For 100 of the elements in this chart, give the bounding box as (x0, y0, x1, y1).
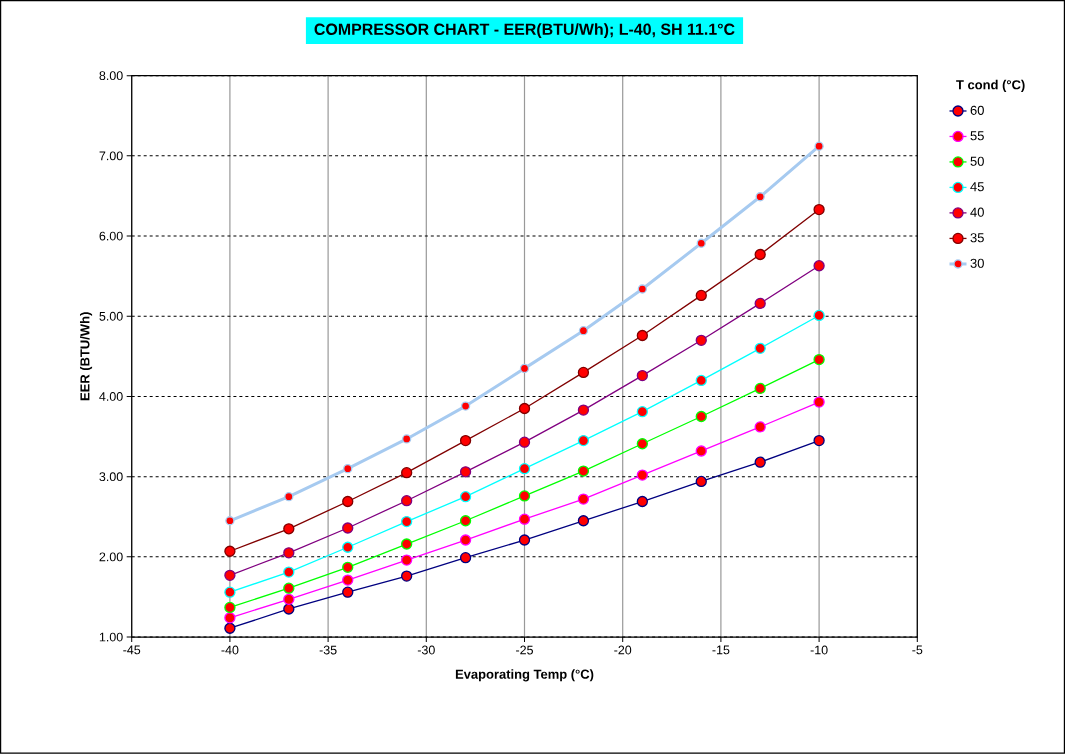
legend-label: 45 (970, 182, 984, 192)
point (459, 491, 472, 503)
point (342, 561, 354, 574)
point (755, 192, 765, 202)
point (283, 603, 295, 615)
legend-label: 50 (970, 156, 984, 166)
point (283, 547, 295, 559)
x-axis-title: Evaporating Temp (°C) (455, 669, 594, 682)
point (754, 248, 766, 261)
point (636, 329, 648, 342)
point (696, 238, 706, 249)
point (577, 515, 590, 527)
x-tick-label: -15 (712, 645, 730, 655)
point (224, 545, 236, 558)
y-tick-label: 7.00 (99, 151, 123, 161)
y-tick-label: 3.00 (99, 472, 123, 482)
x-tick-label: -30 (417, 645, 435, 655)
point (459, 515, 472, 527)
legend-label: 55 (970, 131, 984, 141)
point (813, 435, 825, 447)
point (283, 582, 295, 594)
x-tick-label: -35 (319, 645, 337, 655)
x-tick-label: -40 (221, 645, 239, 655)
point (518, 463, 531, 475)
x-tick-label: -25 (516, 645, 533, 655)
legend-label: 40 (970, 207, 984, 217)
point (518, 436, 531, 448)
point (401, 570, 413, 582)
point (342, 574, 354, 586)
point (695, 445, 707, 457)
point (283, 593, 295, 606)
point (401, 495, 413, 507)
point (754, 342, 766, 355)
point (636, 438, 648, 450)
point (402, 434, 412, 444)
point (636, 495, 648, 508)
point (401, 467, 413, 479)
point (813, 204, 825, 216)
point (342, 522, 354, 534)
point (518, 402, 531, 415)
point (754, 382, 766, 395)
point (224, 622, 236, 635)
point (343, 464, 353, 474)
y-tick-label: 1.00 (99, 632, 123, 642)
point (342, 495, 354, 508)
point (695, 289, 707, 302)
point (283, 566, 295, 578)
point (813, 260, 825, 272)
point (814, 141, 824, 151)
y-tick-label: 2.00 (99, 552, 123, 562)
point (577, 493, 590, 505)
legend-label: 30 (970, 258, 984, 268)
legend-title: T cond (°C) (956, 79, 1025, 93)
point (460, 401, 471, 411)
point (401, 516, 413, 528)
point (695, 410, 707, 423)
x-tick-label: -45 (123, 645, 141, 655)
point (695, 374, 707, 387)
point (754, 456, 766, 468)
y-tick-label: 6.00 (99, 231, 123, 241)
point (813, 396, 825, 408)
x-tick-label: -5 (912, 645, 923, 655)
legend-label: 60 (970, 105, 984, 116)
point (518, 513, 531, 525)
point (695, 334, 707, 347)
point (283, 523, 295, 535)
point (401, 538, 413, 550)
point (459, 435, 472, 447)
y-tick-label: 5.00 (99, 311, 123, 321)
point (636, 469, 648, 481)
point (459, 534, 472, 546)
point (519, 363, 530, 374)
point (224, 569, 236, 582)
point (637, 284, 647, 294)
point (813, 309, 825, 322)
point (577, 465, 590, 477)
chart-title: COMPRESSOR CHART - EER(BTU/Wh); L-40, SH 11.1°C (314, 23, 735, 39)
x-tick-label: -10 (810, 645, 828, 655)
point (284, 492, 294, 502)
point (754, 297, 766, 310)
y-tick-label: 4.00 (99, 392, 123, 401)
point (518, 534, 531, 546)
point (577, 404, 590, 416)
point (225, 516, 235, 526)
point (459, 466, 472, 478)
point (224, 612, 236, 624)
point (459, 552, 472, 564)
point (813, 354, 825, 366)
point (754, 421, 766, 433)
point (577, 435, 590, 447)
point (401, 554, 413, 566)
point (636, 370, 648, 382)
y-tick-label: 8.00 (99, 71, 123, 81)
point (636, 406, 648, 418)
point (224, 586, 236, 598)
y-axis-title: EER (BTU/Wh) (79, 312, 93, 401)
point (342, 541, 354, 554)
point (518, 490, 531, 502)
point (577, 366, 590, 379)
point (342, 586, 354, 598)
